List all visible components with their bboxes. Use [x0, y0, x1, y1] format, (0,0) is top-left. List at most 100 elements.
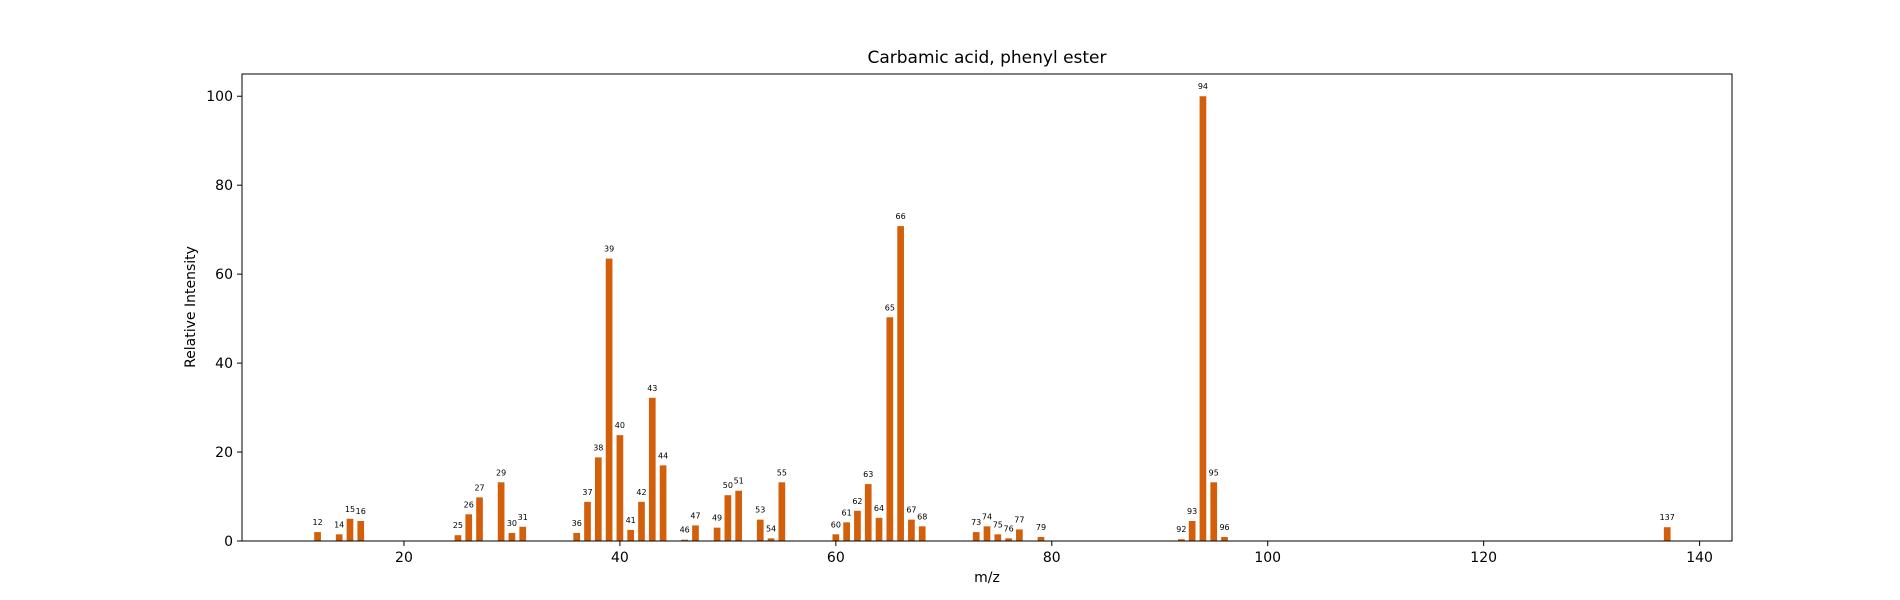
bar-mz-74 — [983, 526, 991, 541]
bar-label-mz-62: 62 — [852, 497, 862, 506]
bar-label-mz-31: 31 — [518, 513, 528, 522]
bar-mz-67 — [908, 519, 915, 541]
bar-mz-16 — [357, 520, 365, 541]
bar-mz-61 — [843, 522, 850, 541]
bar-label-mz-29: 29 — [496, 468, 506, 477]
bar-mz-75 — [994, 534, 1002, 541]
bar-mz-55 — [778, 482, 786, 541]
bar-mz-53 — [756, 519, 764, 541]
bar-label-mz-77: 77 — [1014, 515, 1024, 524]
x-tick-label: 40 — [611, 550, 629, 566]
bar-label-mz-27: 27 — [474, 483, 484, 492]
bar-mz-40 — [616, 435, 624, 541]
x-tick-label: 60 — [827, 550, 845, 566]
bar-label-mz-74: 74 — [982, 512, 992, 521]
bar-label-mz-39: 39 — [604, 245, 614, 254]
bar-label-mz-67: 67 — [906, 506, 916, 515]
bar-mz-76 — [1005, 538, 1012, 541]
bar-label-mz-43: 43 — [647, 384, 657, 393]
bar-mz-137 — [1663, 527, 1671, 541]
x-tick-label: 100 — [1254, 550, 1281, 566]
bar-label-mz-51: 51 — [734, 477, 744, 486]
bar-mz-94 — [1199, 96, 1207, 542]
bar-mz-14 — [335, 534, 343, 541]
y-axis-label: Relative Intensity — [183, 246, 199, 368]
bar-label-mz-30: 30 — [507, 519, 517, 528]
x-tick-label: 80 — [1043, 550, 1061, 566]
bar-label-mz-60: 60 — [831, 520, 841, 529]
x-axis-label: m/z — [974, 570, 1000, 586]
bar-label-mz-12: 12 — [312, 518, 322, 527]
bar-mz-42 — [638, 501, 645, 541]
bar-mz-29 — [497, 482, 505, 541]
bar-label-mz-37: 37 — [582, 488, 592, 497]
y-tick-label: 20 — [215, 445, 233, 461]
bar-label-mz-50: 50 — [723, 481, 733, 490]
y-tick-label: 0 — [224, 534, 233, 550]
x-tick-label: 120 — [1470, 550, 1497, 566]
bar-label-mz-64: 64 — [874, 504, 884, 513]
bar-mz-50 — [724, 495, 732, 541]
bar-label-mz-66: 66 — [896, 212, 906, 221]
bar-label-mz-16: 16 — [356, 507, 366, 516]
bar-mz-92 — [1178, 539, 1185, 541]
y-tick-label: 100 — [206, 89, 233, 105]
y-tick-label: 60 — [215, 267, 233, 283]
bar-label-mz-75: 75 — [993, 520, 1003, 529]
bar-label-mz-49: 49 — [712, 514, 722, 523]
bar-mz-38 — [594, 457, 602, 541]
chart-title: Carbamic acid, phenyl ester — [867, 48, 1106, 68]
bar-label-mz-44: 44 — [658, 451, 668, 460]
bar-label-mz-76: 76 — [1003, 524, 1013, 533]
bar-mz-30 — [508, 532, 516, 541]
bar-mz-25 — [454, 535, 462, 541]
bar-label-mz-65: 65 — [885, 303, 895, 312]
bar-label-mz-55: 55 — [777, 468, 787, 477]
bar-mz-73 — [972, 532, 980, 541]
bar-label-mz-79: 79 — [1036, 523, 1046, 532]
bar-label-mz-38: 38 — [593, 443, 603, 452]
bar-mz-37 — [584, 501, 591, 541]
bar-mz-26 — [465, 514, 473, 541]
bar-mz-27 — [476, 497, 483, 541]
x-tick-label: 20 — [395, 550, 413, 566]
bar-mz-66 — [897, 226, 904, 542]
bar-mz-51 — [735, 490, 743, 541]
bar-label-mz-95: 95 — [1209, 468, 1219, 477]
bar-mz-64 — [875, 517, 883, 541]
x-tick-label: 140 — [1686, 550, 1713, 566]
bar-mz-47 — [692, 525, 699, 541]
bar-label-mz-40: 40 — [615, 421, 625, 430]
bar-label-mz-46: 46 — [680, 526, 690, 535]
x-axis: 20 40 60 80 100 120 140 — [395, 541, 1713, 566]
bar-label-mz-36: 36 — [572, 519, 582, 528]
bar-label-mz-26: 26 — [464, 500, 474, 509]
bar-label-mz-63: 63 — [863, 470, 873, 479]
bar-label-mz-73: 73 — [971, 518, 981, 527]
bar-mz-36 — [573, 532, 581, 541]
bar-label-mz-54: 54 — [766, 524, 776, 533]
y-axis: 0 20 40 60 80 100 — [206, 89, 242, 550]
bar-label-mz-68: 68 — [917, 512, 927, 521]
bar-mz-39 — [605, 258, 613, 541]
bar-label-mz-137: 137 — [1660, 513, 1675, 522]
bar-mz-62 — [854, 510, 861, 541]
bar-mz-79 — [1037, 537, 1045, 541]
bar-label-mz-93: 93 — [1187, 507, 1197, 516]
bar-mz-68 — [918, 526, 926, 541]
bar-mz-15 — [346, 518, 354, 541]
bar-mz-63 — [864, 484, 872, 541]
y-tick-label: 40 — [215, 356, 233, 372]
bar-mz-49 — [713, 527, 721, 541]
bar-label-mz-94: 94 — [1198, 82, 1208, 91]
bar-mz-43 — [648, 397, 656, 541]
bar-label-mz-41: 41 — [626, 516, 636, 525]
bar-mz-31 — [519, 526, 527, 541]
bar-mz-93 — [1188, 520, 1196, 541]
plot-frame — [241, 73, 1733, 542]
bar-label-mz-92: 92 — [1176, 525, 1186, 534]
bar-mz-41 — [627, 529, 635, 541]
bar-mz-44 — [659, 465, 667, 541]
